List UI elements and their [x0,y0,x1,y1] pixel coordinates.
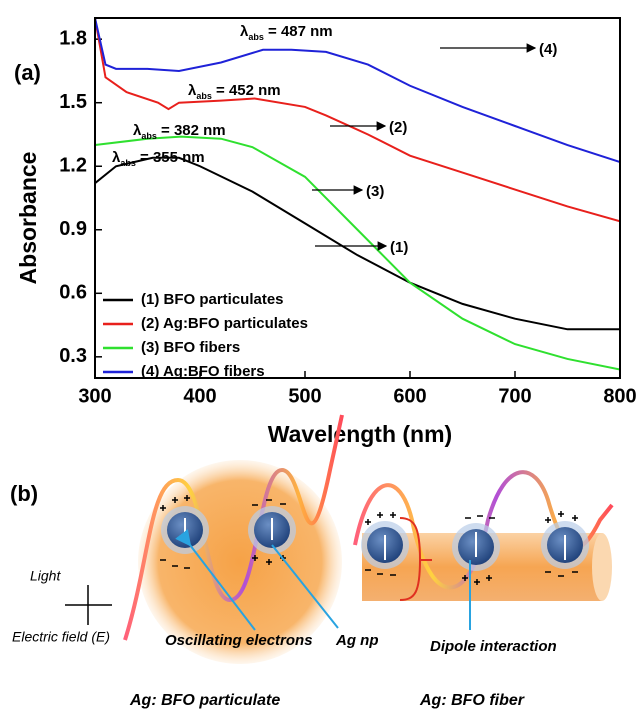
y-tick-label: 0.9 [59,218,87,240]
y-tick-label: 0.3 [59,345,87,367]
y-tick-label: 1.8 [59,27,87,49]
x-tick-label: 400 [183,385,216,407]
annotation-symbol: λ [133,122,142,139]
legend-label: (4) Ag:BFO fibers [141,363,265,380]
bracket [399,517,432,601]
annotation-symbol: λ [188,82,197,99]
panel-label: (b) [10,481,38,506]
annotation-subscript: abs [196,91,212,101]
caption: Ag: BFO particulate [129,692,280,709]
label: Oscillating electrons [165,632,313,649]
label: Dipole interaction [430,638,557,655]
x-tick-label: 500 [288,385,321,407]
series-line [95,18,620,163]
annotation-curve: (2) [389,119,407,136]
label: Ag np [335,632,379,649]
fiber-end [592,533,612,601]
annotation-symbol: λ [240,23,249,40]
series-line [95,135,620,371]
annotation-subscript: abs [141,131,157,141]
x-tick-label: 800 [603,385,636,407]
annotation-subscript: abs [248,32,264,42]
y-tick-label: 0.6 [59,282,87,304]
light-axes [65,585,112,625]
legend-label: (1) BFO particulates [141,291,284,308]
annotation-curve: (4) [539,41,557,58]
label: Electric field (E) [12,629,110,645]
legend-label: (3) BFO fibers [141,339,240,356]
annotation: λabs = 355 nm [112,149,205,168]
annotation: λabs = 487 nm [240,23,333,42]
plot-frame [94,17,621,379]
x-tick-label: 700 [498,385,531,407]
annotation-curve: (1) [390,239,408,256]
y-tick-label: 1.2 [59,155,87,177]
y-tick-label: 1.5 [59,91,87,113]
annotation: λabs = 382 nm [133,122,226,141]
annotation: λabs = 452 nm [188,82,281,101]
light-wave [123,414,344,641]
pointer [190,545,471,631]
annotation-symbol: λ [112,149,121,166]
diagram: (b) Light Electric field (E) Oscillating… [10,414,614,709]
caption: Ag: BFO fiber [419,692,525,709]
series-line [95,18,620,223]
annotation-text: = 382 nm [157,122,226,139]
label: Light [30,568,61,584]
legend-label: (2) Ag:BFO particulates [141,315,308,332]
charges [160,495,578,585]
annotation-text: = 452 nm [212,82,281,99]
x-axis-title: Wavelength (nm) [268,421,452,447]
annotation-text: = 487 nm [264,23,333,40]
panel-label: (a) [14,60,41,85]
x-tick-label: 600 [393,385,426,407]
annotation-subscript: abs [120,158,136,168]
annotation-text: = 355 nm [136,149,205,166]
x-tick-label: 300 [78,385,111,407]
series-line [95,156,620,331]
annotation-curve: (3) [366,183,384,200]
y-axis-title: Absorbance [15,152,41,285]
